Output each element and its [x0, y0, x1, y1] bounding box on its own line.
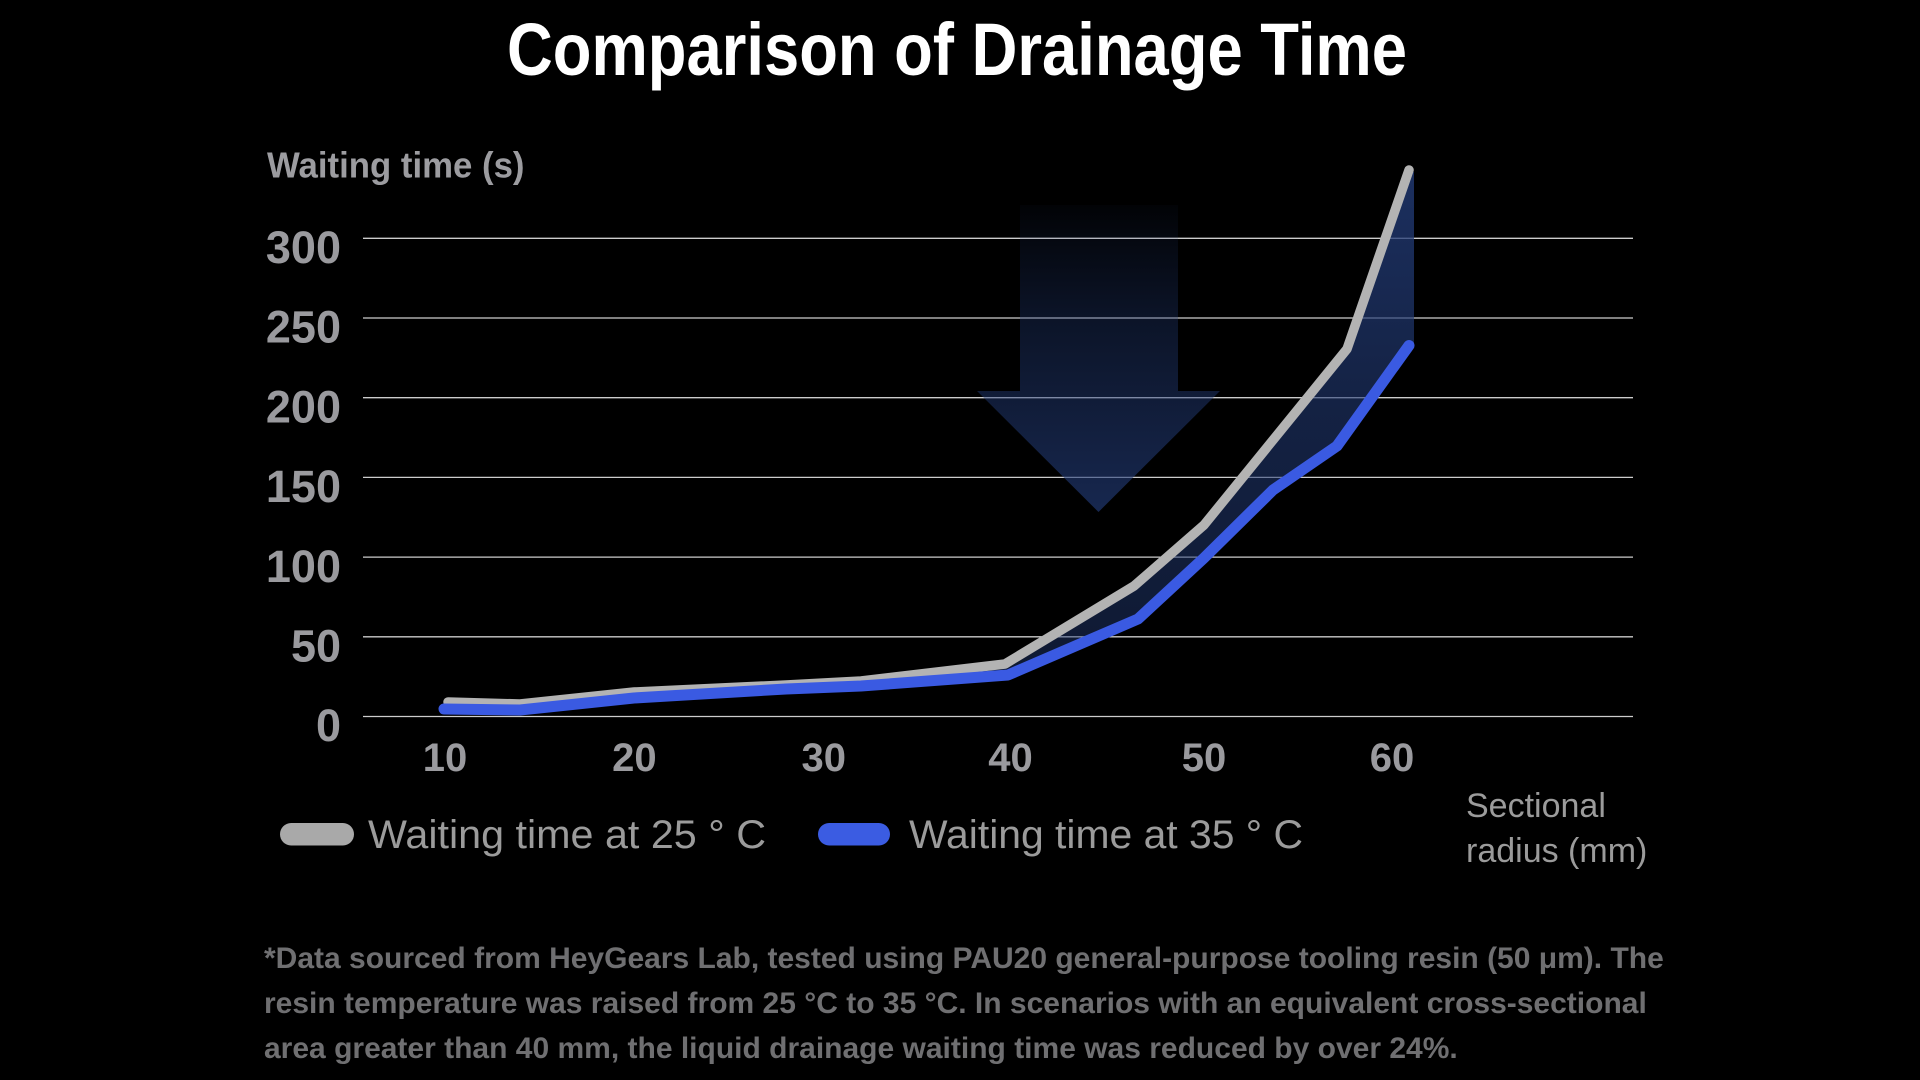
svg-text:*Data sourced from HeyGears La: *Data sourced from HeyGears Lab, tested … [264, 942, 1664, 975]
svg-text:resin temperature was raised f: resin temperature was raised from 25 °C … [264, 987, 1647, 1020]
svg-text:0: 0 [316, 700, 341, 751]
svg-text:Comparison of Drainage Time: Comparison of Drainage Time [507, 8, 1407, 91]
svg-text:Sectional: Sectional [1466, 787, 1606, 825]
svg-text:10: 10 [423, 736, 468, 780]
svg-text:20: 20 [612, 736, 657, 780]
svg-text:40: 40 [988, 736, 1033, 780]
svg-text:radius (mm): radius (mm) [1466, 832, 1647, 870]
svg-text:150: 150 [266, 461, 341, 512]
svg-text:Waiting time (s): Waiting time (s) [267, 144, 525, 185]
svg-text:60: 60 [1370, 736, 1415, 780]
svg-text:300: 300 [266, 222, 341, 273]
svg-text:area greater than 40 mm, the l: area greater than 40 mm, the liquid drai… [264, 1032, 1458, 1065]
svg-text:30: 30 [802, 736, 847, 780]
svg-text:Waiting time at 25 ° C: Waiting time at 25 ° C [368, 813, 766, 857]
svg-text:250: 250 [266, 302, 341, 353]
svg-text:Waiting time at 35 ° C: Waiting time at 35 ° C [909, 813, 1303, 857]
svg-text:50: 50 [291, 621, 341, 672]
svg-text:200: 200 [266, 381, 341, 432]
svg-text:50: 50 [1182, 736, 1227, 780]
svg-text:100: 100 [266, 541, 341, 592]
